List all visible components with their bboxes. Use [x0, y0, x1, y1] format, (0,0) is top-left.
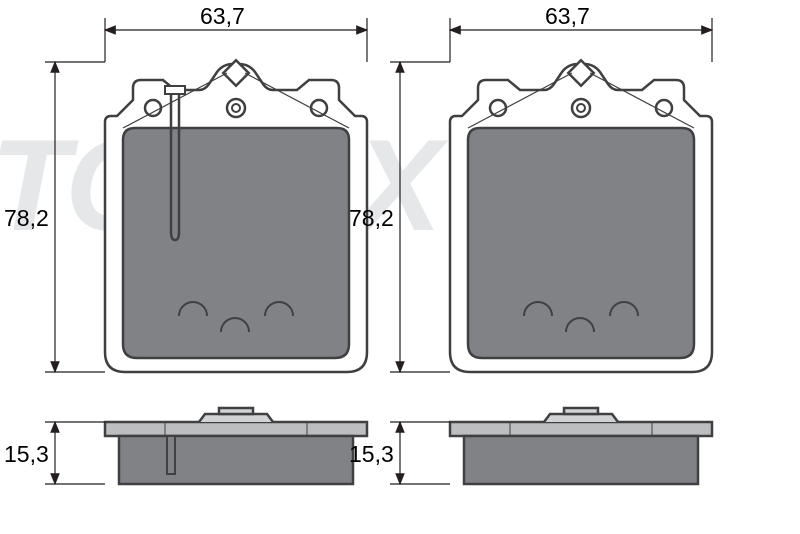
pad-right-side	[450, 408, 712, 484]
pad-left-front	[105, 60, 367, 372]
pad-left-side	[105, 408, 367, 484]
dim-thick-left: 15,3	[4, 441, 49, 468]
dim-width-right: 63,7	[545, 3, 590, 30]
dim-width-left: 63,7	[200, 3, 245, 30]
pad-right-front	[450, 60, 712, 372]
dim-height-right: 78,2	[349, 205, 394, 232]
drawing-canvas	[0, 0, 800, 534]
dim-height-left: 78,2	[4, 205, 49, 232]
dim-thick-right: 15,3	[349, 441, 394, 468]
